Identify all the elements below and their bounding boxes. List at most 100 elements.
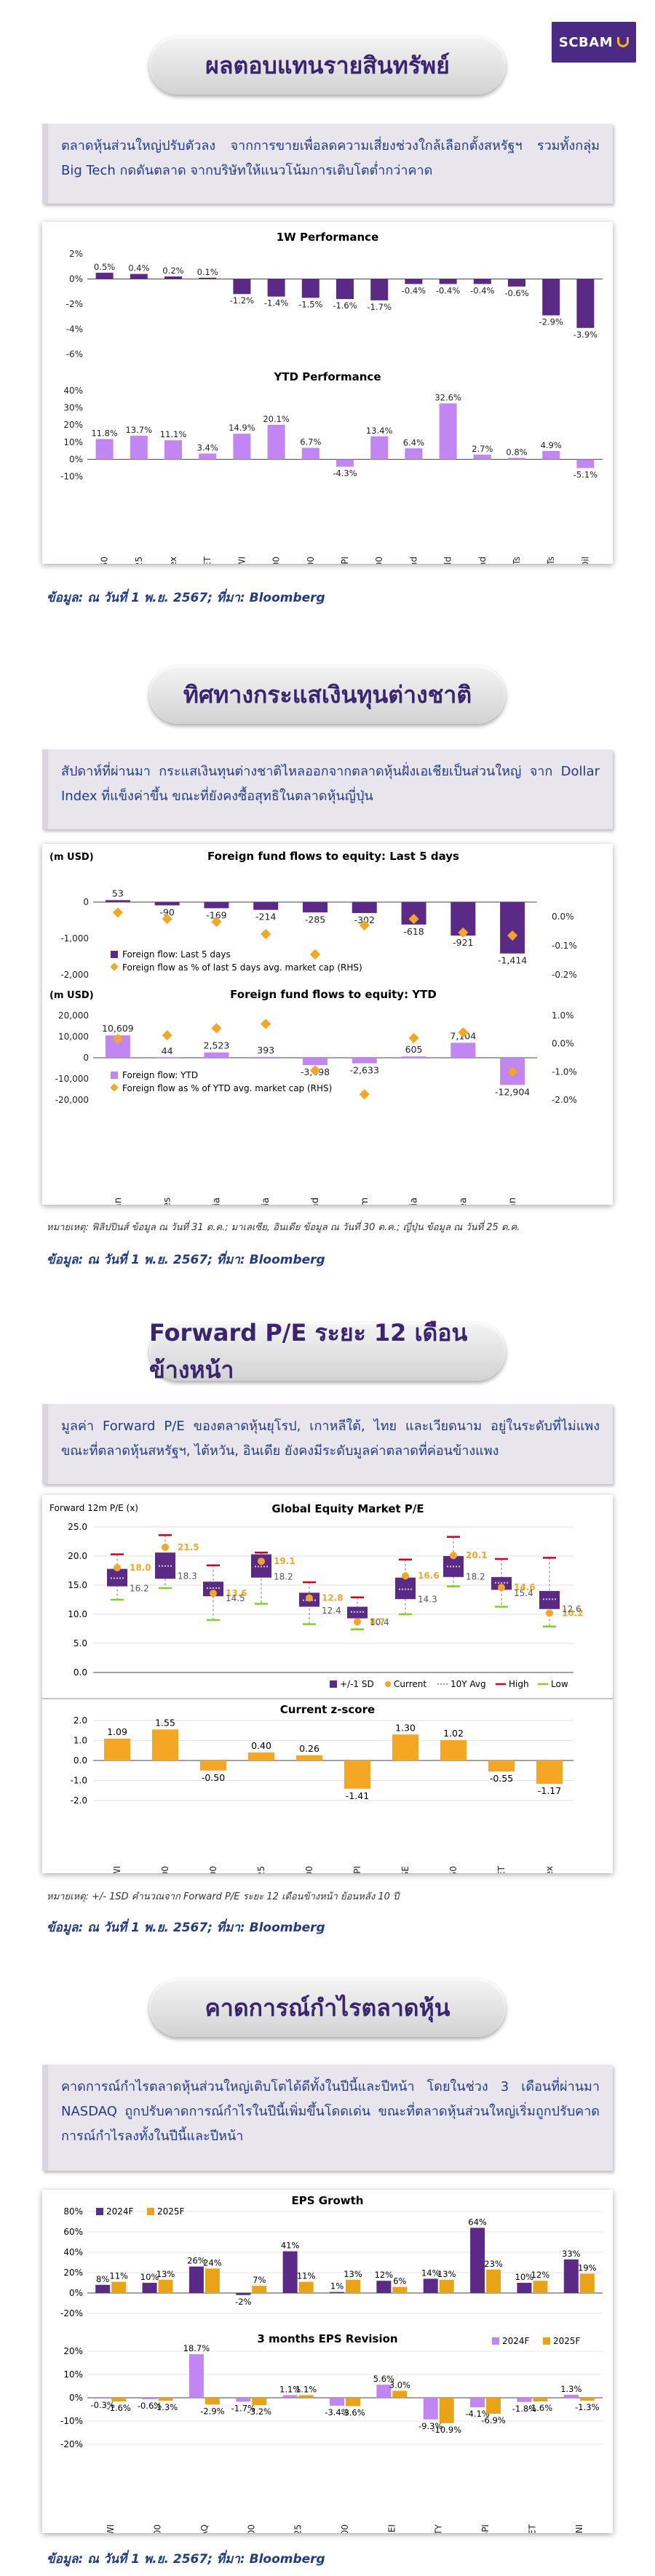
epsg-value-label: 11% — [109, 2271, 128, 2281]
z-category-label: S&P500 — [160, 1866, 170, 1873]
epsg-value-label: 13% — [437, 2269, 456, 2279]
epsg-bar-2025F — [111, 2281, 127, 2293]
epsg-value-label: 14% — [421, 2268, 440, 2278]
flow5d-bar — [303, 902, 328, 913]
pe-current-marker — [258, 1558, 265, 1566]
epsg-value-label: 24% — [203, 2257, 222, 2268]
flowytd-value-label: 44 — [162, 1045, 173, 1056]
epsr-bar-2024F — [470, 2398, 485, 2408]
w1-value-label: 0.4% — [128, 263, 149, 274]
pe-ytick: 25.0 — [68, 1522, 87, 1532]
epsr-bar-2024F — [517, 2398, 532, 2402]
smile-mark-icon — [617, 37, 630, 47]
ytd-category-label: MSCI ACWI — [237, 557, 247, 564]
epsg-bar-2025F — [439, 2279, 454, 2293]
w1-value-label: -3.9% — [573, 330, 598, 340]
flowytd-pct-marker — [507, 1066, 518, 1077]
w1-value-label: 0.1% — [197, 267, 218, 277]
w1-value-label: -0.6% — [504, 288, 528, 298]
flow5d-bar — [253, 902, 279, 910]
section-title-pe: Forward P/E ระยะ 12 เดือนข้างหน้า — [149, 1319, 506, 1384]
w1-value-label: -2.9% — [539, 317, 563, 327]
epsg-legend-swatch — [96, 2208, 103, 2215]
flow5d-unit-label: (m USD) — [49, 852, 94, 863]
z-bar — [536, 1760, 563, 1785]
ytd-bar — [473, 455, 491, 460]
flow5d-ytick: -2,000 — [60, 970, 89, 980]
pe-current-label: 12.8 — [322, 1593, 344, 1603]
z-ytick: 1.0 — [74, 1736, 87, 1746]
flowytd-category-label: India — [409, 1197, 420, 1205]
eps-source: ข้อมูล: ณ วันที่ 1 พ.ย. 2567; ที่มา: Blo… — [47, 2552, 325, 2567]
epsr-value-label: -1.8% — [512, 2404, 536, 2414]
w1-bar — [95, 272, 114, 279]
epsr-category-label: Stoxx600 — [246, 2524, 256, 2533]
epsg-bar-2025F — [252, 2286, 267, 2293]
performance-source: ข้อมูล: ณ วันที่ 1 พ.ย. 2567; ที่มา: Blo… — [47, 591, 325, 605]
flowytd-ytick: 10,000 — [58, 1032, 89, 1042]
epsr-value-label: 3.0% — [389, 2380, 410, 2390]
pe-legend-high: High — [509, 1679, 529, 1689]
epsg-ytick: 60% — [63, 2227, 83, 2237]
epsg-legend-label: 2025F — [157, 2206, 185, 2217]
ytd-ytick: 30% — [63, 403, 83, 413]
epsg-value-label: 41% — [281, 2241, 300, 2251]
epsg-value-label: 10% — [515, 2272, 534, 2282]
pe-avg-label: 12.4 — [322, 1606, 341, 1616]
pe-current-marker — [450, 1552, 457, 1560]
epsr-bar-2024F — [188, 2354, 204, 2398]
flowytd-value-label: 2,523 — [204, 1040, 230, 1051]
ytd-bar — [164, 440, 182, 460]
eps-panel: EPS Growth 80% 60% 40% 20% 0% -20% 8% 10% 26% -2% 4… — [42, 2190, 613, 2533]
z-category-label: NIFTY50 — [448, 1866, 458, 1873]
eps-summary: คาดการณ์กำไรตลาดหุ้นส่วนใหญ่เติบโตได้ดีท… — [42, 2065, 613, 2171]
epsr-category-label: NASDAQ — [199, 2524, 210, 2533]
z-ytick: -2.0 — [71, 1795, 87, 1806]
epsg-value-label: 12% — [531, 2270, 550, 2280]
ytd-value-label: 20.1% — [263, 414, 290, 424]
pe-current-marker — [354, 1618, 361, 1626]
ytd-ytick: 40% — [63, 386, 83, 396]
ytd-chart-title: YTD Performance — [273, 370, 381, 383]
w1-value-label: -0.4% — [402, 285, 426, 295]
flow5d-pct-marker — [309, 949, 321, 960]
flowytd-category-label: Malaysia — [261, 1197, 271, 1205]
epsg-value-label: 33% — [562, 2249, 581, 2259]
eps-charts: EPS Growth 80% 60% 40% 20% 0% -20% 8% 10% 26% -2% 4… — [60, 2194, 603, 2533]
flow5d-value-label: 53 — [112, 888, 124, 898]
pe-ytick: 10.0 — [68, 1609, 87, 1619]
epsr-bar-2024F — [236, 2398, 251, 2402]
flow5d-value-label: -302 — [354, 914, 375, 925]
pe-current-label: 14.6 — [514, 1582, 536, 1592]
flowytd-value-label: 10,609 — [102, 1023, 134, 1034]
ytd-category-label: NIKKEI225 — [134, 557, 144, 564]
pe-avg-label: 14.5 — [226, 1593, 245, 1603]
epsg-bar-2024F — [282, 2251, 298, 2293]
epsr-value-label: 5.6% — [373, 2374, 394, 2384]
flow5d-bar — [105, 900, 130, 902]
epsg-value-label: 7% — [253, 2275, 266, 2285]
ytd-value-label: 13.4% — [366, 426, 393, 436]
ytd-category-label: VN Index — [168, 557, 178, 564]
ytd-bar — [336, 459, 354, 467]
w1-bar — [199, 277, 217, 279]
ytd-bar — [370, 436, 389, 460]
z-bar — [392, 1734, 418, 1760]
epsg-ytick: -20% — [60, 2308, 83, 2318]
flow5d-pct-marker — [458, 927, 469, 938]
flow5d-rhs-tick: -0.1% — [552, 941, 577, 951]
pe-current-label: 10.2 — [562, 1608, 584, 1618]
epsg-value-label: 23% — [484, 2259, 503, 2269]
z-ytick: 0.0 — [74, 1755, 87, 1766]
flows-panel: (m USD) Foreign fund flows to equity: Las… — [42, 844, 613, 1205]
epsg-ytick: 40% — [63, 2247, 83, 2257]
flow5d-pct-marker — [261, 928, 271, 940]
w1-bar — [576, 279, 595, 328]
ytd-bar — [95, 439, 114, 460]
z-value-label: -1.41 — [346, 1790, 369, 1801]
w1-bar — [267, 279, 285, 297]
ytd-category-label: Brent Oil — [580, 557, 590, 564]
flow5d-value-label: -90 — [159, 907, 174, 918]
w1-bar — [370, 279, 389, 300]
ytd-category-label: S&P500 — [271, 557, 282, 564]
